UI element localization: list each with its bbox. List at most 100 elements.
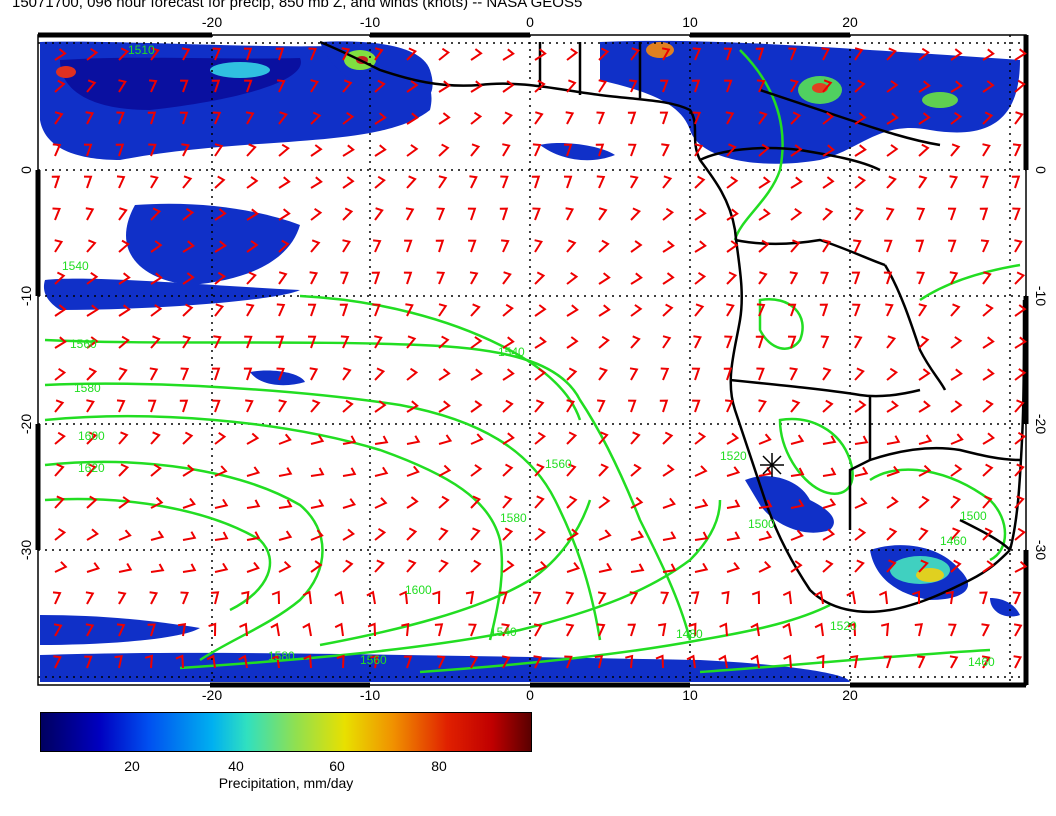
wind-barb [438, 559, 449, 573]
wind-barb [822, 176, 835, 189]
wind-barb [244, 335, 253, 349]
wind-barb [533, 655, 542, 669]
wind-barb [214, 562, 229, 573]
wind-barb [1013, 655, 1023, 669]
wind-barb [84, 655, 93, 669]
wind-barb [403, 655, 413, 669]
wind-barb [1014, 336, 1027, 349]
wind-barb [1012, 207, 1021, 221]
wind-barb [374, 435, 389, 445]
wind-barb [694, 431, 707, 445]
wind-barb [182, 497, 196, 509]
wind-barb [692, 47, 702, 61]
wind-barb [406, 47, 417, 61]
contour-label: 1560 [545, 457, 572, 471]
wind-barb [150, 431, 161, 445]
wind-barb [310, 207, 323, 221]
wind-barb [246, 208, 259, 221]
wind-barb [566, 304, 579, 317]
wind-barb [918, 400, 931, 413]
wind-barb [118, 496, 131, 509]
wind-barb [598, 47, 610, 61]
wind-barb [502, 560, 515, 573]
wind-barb [502, 303, 514, 317]
wind-barb [982, 399, 994, 413]
wind-barb [436, 207, 446, 221]
wind-barb [854, 207, 865, 221]
contour-label: 1520 [830, 619, 857, 633]
wind-barb [630, 175, 639, 189]
wind-barb [150, 175, 159, 189]
wind-barb [950, 368, 963, 381]
wind-barb [438, 434, 453, 445]
wind-barb [982, 271, 992, 285]
precip-area-atlantic [126, 203, 301, 285]
wind-barb [950, 559, 962, 573]
wind-barb [886, 496, 899, 509]
wind-barb [150, 563, 165, 573]
wind-barb [116, 399, 126, 413]
wind-barb [150, 463, 162, 477]
wind-barb [214, 431, 227, 445]
wind-barb [404, 239, 413, 253]
wind-barb [310, 79, 319, 93]
wind-barb [208, 622, 217, 637]
wind-barb [86, 79, 97, 93]
wind-barb [566, 431, 578, 445]
wind-barb [86, 47, 99, 61]
wind-barb [918, 368, 931, 381]
wind-barb [534, 399, 545, 413]
precip-cell [210, 62, 270, 78]
wind-barb [54, 239, 64, 253]
wind-barb [982, 432, 996, 445]
wind-barb [816, 654, 825, 669]
wind-barb [86, 399, 95, 413]
wind-barb [278, 399, 288, 413]
wind-barb [880, 622, 890, 637]
wind-barb [787, 303, 797, 317]
wind-barb [374, 559, 385, 573]
precip-cell [56, 66, 76, 78]
wind-barb [721, 590, 730, 605]
wind-barb [822, 435, 837, 445]
wind-barb [214, 240, 227, 253]
wind-barb [950, 527, 961, 541]
wind-barb [886, 175, 897, 189]
wind-barb [918, 527, 929, 541]
wind-barb [726, 561, 741, 573]
wind-barb [758, 111, 768, 125]
wind-barb [1014, 431, 1027, 445]
wind-barb [532, 591, 542, 605]
wind-barb [694, 498, 709, 509]
lon-tick-label: -20 [202, 687, 222, 700]
wind-barb [950, 400, 963, 413]
wind-barb [820, 335, 830, 349]
wind-barb [54, 367, 67, 381]
wind-barb [469, 271, 479, 285]
wind-barb [502, 271, 512, 285]
wind-barb [54, 79, 66, 93]
wind-barb [246, 143, 257, 157]
wind-barb [147, 623, 156, 637]
wind-barb [660, 367, 670, 381]
lat-tick-label: -10 [1033, 286, 1049, 306]
wind-barb [630, 304, 643, 317]
wind-barb [470, 559, 482, 573]
wind-barb [54, 271, 66, 285]
wind-barb [241, 590, 250, 605]
wind-barb [275, 47, 285, 61]
wind-barb [598, 463, 609, 477]
wind-barb [534, 367, 547, 381]
wind-barb [370, 655, 379, 669]
contour-label: 1500 [960, 509, 987, 523]
wind-barb [86, 304, 99, 317]
wind-barb [534, 79, 546, 93]
country-border [759, 88, 941, 147]
wind-barb [630, 431, 641, 445]
wind-barb [502, 80, 515, 93]
wind-barb [885, 303, 894, 317]
wind-barb [534, 463, 545, 477]
wind-barb [470, 400, 483, 413]
wind-barb [310, 434, 325, 445]
wind-barb [470, 111, 483, 125]
